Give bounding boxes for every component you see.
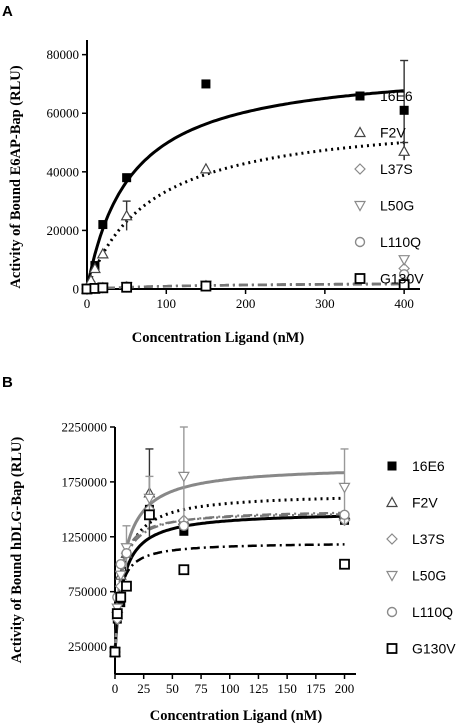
panel-a: A 0 100 200 300 400 0 20000 40000 60000 80000 16E6…: [2, 3, 424, 346]
panel-a-plot: 0 100 200 300 400 0 20000 40000 60000 80000 16E6 F2…: [47, 40, 424, 311]
legend-label-f2v: F2V: [412, 495, 438, 511]
data-point-l50g: [114, 570, 127, 582]
panel-a-ylabel: Activity of Bound E6AP-Bap (RLU): [8, 65, 24, 288]
data-point-f2v: [120, 209, 133, 221]
legend-marker-16e6: [387, 461, 397, 471]
data-point-16e6: [122, 173, 132, 183]
x-tick-label: 300: [315, 296, 335, 311]
x-tick-label: 150: [277, 681, 297, 696]
legend-marker-l110q: [354, 236, 366, 248]
legend-label-16e6: 16E6: [380, 88, 413, 104]
x-tick-label: 100: [220, 681, 240, 696]
data-point-g130v: [121, 281, 133, 293]
x-tick-label: 0: [112, 681, 119, 696]
legend-marker-g130v: [354, 273, 366, 284]
legend-label-l110q: L110Q: [412, 604, 453, 620]
y-tick-label: 750000: [68, 584, 107, 599]
x-tick-label: 175: [306, 681, 326, 696]
legend-label-g130v: G130V: [380, 271, 424, 287]
panel-a-xlabel: Concentration Ligand (nM): [132, 330, 305, 346]
data-point-g130v: [398, 279, 410, 291]
data-point-16e6: [399, 105, 409, 115]
y-tick-label: 1250000: [62, 529, 108, 544]
data-point-g130v: [339, 558, 350, 570]
legend-label-l37s: L37S: [412, 531, 445, 547]
panel-b-xlabel: Concentration Ligand (nM): [150, 708, 323, 724]
data-point-g130v: [109, 646, 121, 658]
legend-marker-g130v: [386, 643, 398, 654]
x-tick-label: 200: [335, 681, 355, 696]
legend-label-16e6: 16E6: [412, 458, 445, 474]
legend-marker-l50g: [385, 570, 399, 582]
legend-marker-16e6: [355, 91, 365, 101]
data-point-f2v: [96, 247, 109, 259]
data-point-16e6: [201, 79, 211, 89]
data-point-16e6: [98, 220, 108, 230]
y-tick-label: 80000: [47, 47, 80, 62]
x-tick-label: 100: [157, 296, 177, 311]
fit-curve-f2v: [85, 141, 405, 290]
y-tick-label: 20000: [47, 223, 80, 238]
data-point-g130v: [144, 509, 155, 521]
legend-marker-l37s: [354, 163, 366, 175]
legend-label-g130v: G130V: [412, 641, 456, 657]
data-point-l110q: [339, 509, 350, 521]
fit-curve-16e6: [113, 514, 345, 653]
x-tick-label: 0: [84, 296, 91, 311]
data-point-l110q: [178, 520, 190, 531]
panel-b-letter: B: [2, 374, 13, 391]
y-tick-label: 40000: [47, 164, 80, 179]
legend-label-l50g: L50G: [412, 568, 446, 584]
legend-marker-l50g: [353, 200, 367, 212]
fit-curve-16e6: [85, 89, 405, 290]
legend-label-f2v: F2V: [380, 125, 406, 141]
data-point-l50g: [398, 255, 411, 266]
legend-marker-f2v: [385, 496, 399, 508]
legend-marker-f2v: [353, 126, 367, 138]
legend-marker-l110q: [386, 606, 398, 618]
data-point-l50g: [143, 493, 156, 505]
legend-label-l110q: L110Q: [380, 234, 421, 250]
y-tick-label: 250000: [68, 639, 107, 654]
fit-curve-l50g: [113, 471, 345, 653]
panel-b-ylabel: Activity of Bound hDLG-Bap (RLU): [9, 437, 25, 664]
fit-curve-l110q: [113, 513, 345, 653]
data-point-l50g: [177, 471, 190, 483]
data-point-l110q: [398, 269, 410, 280]
legend-label-l50g: L50G: [380, 198, 414, 214]
data-point-g130v: [97, 282, 109, 294]
data-point-g130v: [200, 280, 212, 292]
y-tick-label: 1750000: [62, 474, 108, 489]
fit-curve-g130v: [113, 543, 345, 653]
data-point-l110q: [115, 559, 126, 570]
legend-marker-l37s: [386, 533, 398, 545]
y-tick-label: 60000: [47, 106, 80, 121]
x-tick-label: 25: [137, 681, 150, 696]
y-tick-label: 0: [73, 282, 80, 297]
panel-a-letter: A: [2, 3, 13, 20]
panel-b: B 0 25 50 75 100 125 150 175 200 250000 750000 1250…: [2, 374, 456, 724]
data-point-g130v: [178, 564, 190, 576]
data-point-f2v: [88, 262, 101, 274]
data-point-g130v: [115, 591, 127, 603]
fit-curve-g130v: [86, 283, 405, 291]
legend-label-l37s: L37S: [380, 161, 413, 177]
x-tick-label: 200: [236, 296, 256, 311]
data-point-16e6: [179, 526, 189, 536]
data-point-l110q: [121, 548, 132, 559]
panel-b-plot: 0 25 50 75 100 125 150 175 200 250000 750000 125000…: [62, 420, 457, 697]
x-tick-label: 400: [394, 296, 414, 311]
data-point-l50g: [338, 482, 351, 494]
data-point-16e6: [116, 598, 126, 608]
x-tick-label: 50: [166, 681, 179, 696]
x-tick-label: 75: [195, 681, 208, 696]
y-tick-label: 2250000: [62, 420, 108, 435]
data-point-g130v: [111, 608, 123, 620]
data-point-f2v: [199, 162, 212, 174]
x-tick-label: 125: [249, 681, 269, 696]
data-point-g130v: [121, 580, 132, 592]
data-point-f2v: [398, 145, 411, 156]
